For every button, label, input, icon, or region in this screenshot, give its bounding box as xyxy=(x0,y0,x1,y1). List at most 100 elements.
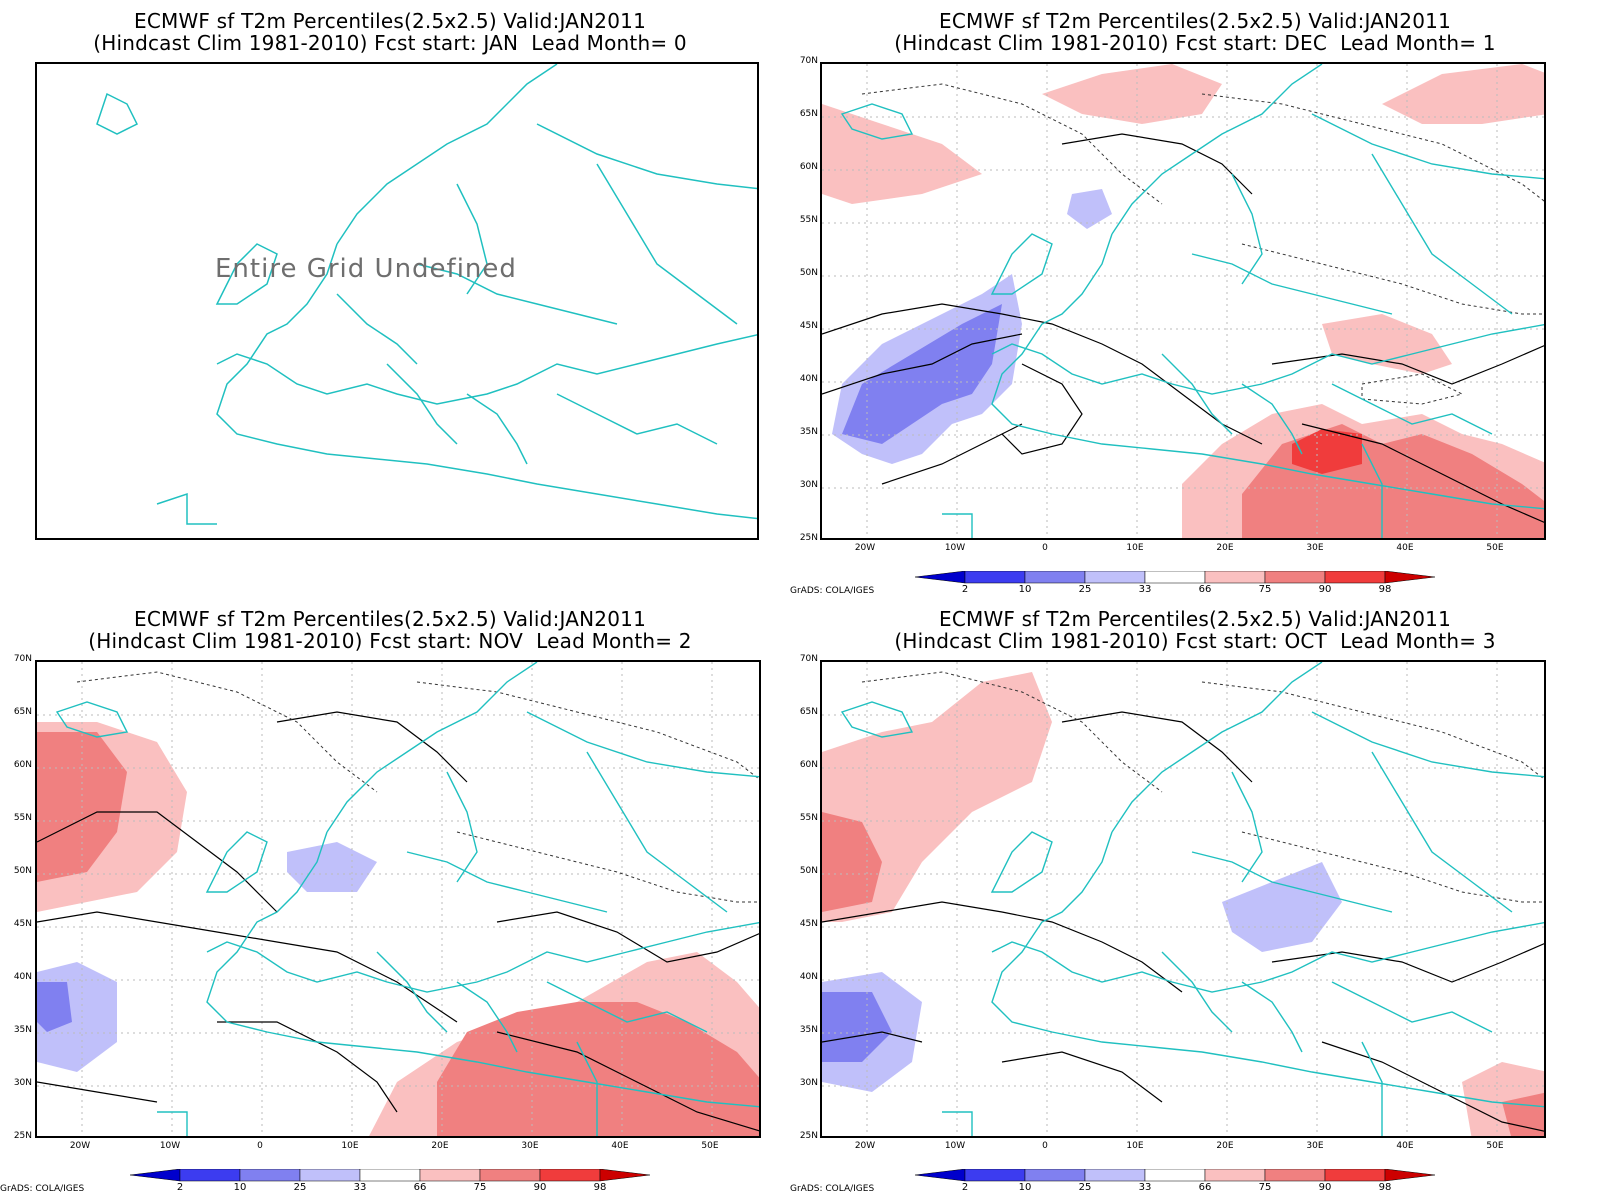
lat-label: 30N xyxy=(799,1078,818,1088)
lon-label: 20E xyxy=(1216,543,1234,553)
legend-bar xyxy=(914,570,1436,584)
lon-label: 40E xyxy=(1396,1141,1414,1151)
lat-label: 35N xyxy=(799,1025,818,1035)
legend-swatch xyxy=(539,1168,601,1182)
panel-title-line1: ECMWF sf T2m Percentiles(2.5x2.5) Valid:… xyxy=(133,607,647,631)
shade-blue-small xyxy=(1067,189,1112,229)
shade-east xyxy=(1322,314,1452,374)
legend-threshold-label: 98 xyxy=(593,1182,607,1193)
lat-label: 25N xyxy=(799,1131,818,1141)
panel-title-line1: ECMWF sf T2m Percentiles(2.5x2.5) Valid:… xyxy=(133,9,647,33)
legend-swatch xyxy=(239,1168,301,1182)
legend-swatch xyxy=(359,1168,421,1182)
map-canvas xyxy=(37,662,759,1136)
legend-swatch xyxy=(299,1168,361,1182)
map-canvas xyxy=(822,64,1544,538)
shade-west-cold xyxy=(37,982,72,1032)
map-frame xyxy=(820,660,1546,1138)
color-legend: 2 10 25 33 66 75 90 98 xyxy=(914,570,1436,598)
lon-label: 10E xyxy=(1126,1141,1144,1151)
lat-label: 30N xyxy=(13,1078,32,1088)
shade-ne xyxy=(1382,64,1544,124)
lat-label: 40N xyxy=(13,972,32,982)
shade-center-cool xyxy=(1222,862,1342,952)
legend-threshold-label: 90 xyxy=(1318,584,1332,595)
lat-label: 30N xyxy=(799,480,818,490)
lon-label: 10E xyxy=(341,1141,359,1151)
legend-swatch xyxy=(1384,1168,1436,1182)
lon-label: 20E xyxy=(431,1141,449,1151)
legend-swatch xyxy=(1264,570,1326,584)
lon-label: 10W xyxy=(944,1141,966,1151)
legend-threshold-label: 75 xyxy=(1258,584,1272,595)
lat-label: 65N xyxy=(799,707,818,717)
lat-label: 25N xyxy=(799,533,818,543)
legend-threshold-label: 2 xyxy=(176,1182,184,1193)
lat-label: 45N xyxy=(799,321,818,331)
map-canvas xyxy=(96,64,757,525)
legend-swatch xyxy=(1204,1168,1266,1182)
shade-north xyxy=(1042,64,1222,124)
lat-label: 70N xyxy=(13,654,32,664)
lon-label: 40E xyxy=(611,1141,629,1151)
legend-threshold-label: 2 xyxy=(961,584,969,595)
legend-swatch xyxy=(1084,1168,1146,1182)
panel-lead-0: ECMWF sf T2m Percentiles(2.5x2.5) Valid:… xyxy=(0,0,780,590)
legend-threshold-label: 66 xyxy=(1198,584,1212,595)
legend-swatch xyxy=(1384,570,1436,584)
shade-nw xyxy=(822,104,982,204)
lon-label: 50E xyxy=(1486,543,1504,553)
shade-very-high xyxy=(1292,429,1362,474)
panel-title-line1: ECMWF sf T2m Percentiles(2.5x2.5) Valid:… xyxy=(938,607,1452,631)
legend-threshold-label: 98 xyxy=(1378,1182,1392,1193)
legend-threshold-label: 90 xyxy=(533,1182,547,1193)
panel-lead-1: ECMWF sf T2m Percentiles(2.5x2.5) Valid:… xyxy=(790,0,1600,600)
legend-swatch xyxy=(1024,1168,1086,1182)
lon-label: 0 xyxy=(1042,1141,1048,1151)
legend-swatch xyxy=(964,1168,1026,1182)
lat-label: 55N xyxy=(799,813,818,823)
lat-label: 50N xyxy=(799,866,818,876)
lon-label: 0 xyxy=(1042,543,1048,553)
legend-threshold-label: 10 xyxy=(1018,1182,1032,1193)
lat-label: 35N xyxy=(13,1025,32,1035)
legend-threshold-label: 33 xyxy=(1138,1182,1152,1193)
lon-label: 30E xyxy=(521,1141,539,1151)
legend-threshold-label: 33 xyxy=(1138,584,1152,595)
lat-label: 50N xyxy=(799,268,818,278)
lon-label: 10W xyxy=(159,1141,181,1151)
lat-label: 50N xyxy=(13,866,32,876)
legend-threshold-label: 66 xyxy=(413,1182,427,1193)
lon-label: 50E xyxy=(701,1141,719,1151)
legend-bar xyxy=(129,1168,651,1182)
legend-threshold-label: 75 xyxy=(473,1182,487,1193)
map-frame xyxy=(820,62,1546,540)
legend-swatch xyxy=(914,570,966,584)
lat-label: 40N xyxy=(799,374,818,384)
lon-label: 20W xyxy=(854,543,876,553)
legend-swatch xyxy=(964,570,1026,584)
legend-swatch xyxy=(419,1168,481,1182)
lat-label: 60N xyxy=(13,760,32,770)
grads-credit: GrADS: COLA/IGES xyxy=(0,1184,85,1194)
legend-threshold-label: 90 xyxy=(1318,1182,1332,1193)
legend-threshold-label: 25 xyxy=(1078,584,1092,595)
panel-lead-2: ECMWF sf T2m Percentiles(2.5x2.5) Valid:… xyxy=(0,600,780,1200)
lat-label: 70N xyxy=(799,654,818,664)
grads-credit: GrADS: COLA/IGES xyxy=(790,1184,875,1194)
lat-label: 40N xyxy=(799,972,818,982)
legend-threshold-label: 10 xyxy=(233,1182,247,1193)
lat-label: 45N xyxy=(799,919,818,929)
lon-label: 20E xyxy=(1216,1141,1234,1151)
lat-label: 55N xyxy=(13,813,32,823)
panel-title-line2: (Hindcast Clim 1981-2010) Fcst start: DE… xyxy=(894,31,1496,55)
legend-threshold-label: 2 xyxy=(961,1182,969,1193)
legend-threshold-label: 25 xyxy=(293,1182,307,1193)
legend-swatch xyxy=(179,1168,241,1182)
legend-swatch xyxy=(1024,570,1086,584)
map-frame: Entire Grid Undefined xyxy=(35,62,759,540)
lat-label: 60N xyxy=(799,760,818,770)
lon-label: 30E xyxy=(1306,543,1324,553)
legend-swatch xyxy=(129,1168,181,1182)
legend-swatch xyxy=(1324,1168,1386,1182)
